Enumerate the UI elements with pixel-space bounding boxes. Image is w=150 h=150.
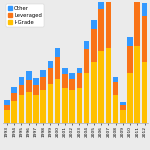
Bar xyxy=(11,93,17,101)
Bar xyxy=(134,0,140,46)
Bar xyxy=(26,92,32,123)
Bar xyxy=(55,79,60,123)
Bar xyxy=(4,105,10,110)
Bar xyxy=(91,62,97,123)
Bar xyxy=(142,62,147,123)
Bar xyxy=(105,48,111,123)
Bar xyxy=(91,29,97,62)
Bar xyxy=(105,0,111,2)
Bar xyxy=(33,95,39,123)
Bar xyxy=(33,85,39,95)
Bar xyxy=(26,80,32,92)
Bar xyxy=(134,46,140,123)
Bar xyxy=(120,105,126,110)
Bar xyxy=(62,88,68,123)
Bar xyxy=(127,46,133,73)
Bar xyxy=(11,101,17,123)
Bar xyxy=(84,41,89,49)
Bar xyxy=(105,2,111,48)
Bar xyxy=(33,78,39,86)
Bar xyxy=(76,68,82,73)
Bar xyxy=(48,84,53,123)
Bar xyxy=(142,3,147,16)
Bar xyxy=(120,102,126,105)
Bar xyxy=(48,61,53,68)
Bar xyxy=(76,88,82,123)
Bar xyxy=(76,73,82,88)
Bar xyxy=(48,68,53,84)
Bar xyxy=(98,0,104,9)
Bar xyxy=(55,57,60,79)
Bar xyxy=(98,9,104,51)
Legend: Other, Leveraged, I-Grade: Other, Leveraged, I-Grade xyxy=(6,4,44,27)
Bar xyxy=(120,110,126,123)
Bar xyxy=(26,71,32,80)
Bar xyxy=(11,87,17,93)
Bar xyxy=(113,82,118,95)
Bar xyxy=(4,110,10,123)
Bar xyxy=(40,77,46,90)
Bar xyxy=(98,51,104,123)
Bar xyxy=(62,74,68,88)
Bar xyxy=(62,68,68,74)
Bar xyxy=(55,48,60,57)
Bar xyxy=(69,73,75,79)
Bar xyxy=(19,95,24,123)
Bar xyxy=(69,90,75,123)
Bar xyxy=(91,20,97,29)
Bar xyxy=(40,70,46,77)
Bar xyxy=(127,73,133,123)
Bar xyxy=(84,49,89,73)
Bar xyxy=(4,100,10,105)
Bar xyxy=(113,77,118,82)
Bar xyxy=(127,37,133,46)
Bar xyxy=(69,79,75,90)
Bar xyxy=(142,16,147,62)
Bar xyxy=(40,90,46,123)
Bar xyxy=(113,95,118,123)
Bar xyxy=(84,73,89,123)
Bar xyxy=(19,85,24,95)
Bar xyxy=(19,77,24,86)
